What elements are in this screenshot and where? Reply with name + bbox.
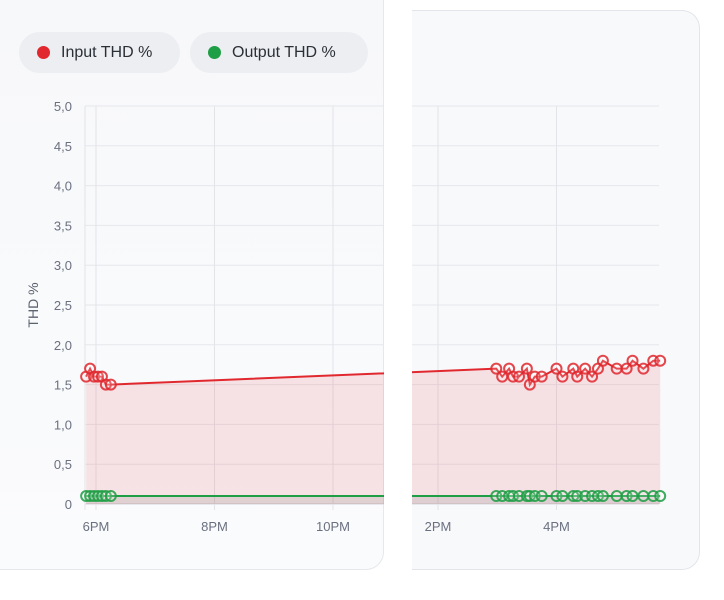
input-series-dot-icon	[37, 46, 50, 59]
y-tick-label: 0	[65, 497, 72, 512]
input-data-point	[490, 362, 503, 375]
y-axis-label: THD %	[25, 282, 41, 327]
input-data-point	[637, 362, 650, 375]
legend-item-output-thd[interactable]: Output THD %	[190, 32, 368, 73]
input-data-point	[535, 370, 548, 383]
input-data-point	[579, 362, 592, 375]
x-tick-label: 2PM	[425, 519, 452, 534]
output-series-dot-icon	[208, 46, 221, 59]
input-data-point	[596, 354, 609, 367]
y-tick-label: 1,5	[54, 378, 72, 393]
input-data-point	[610, 362, 623, 375]
output-data-point	[556, 490, 569, 503]
input-data-point	[586, 370, 599, 383]
input-data-point	[626, 354, 639, 367]
input-data-point	[104, 378, 117, 391]
y-tick-label: 0,5	[54, 457, 72, 472]
y-tick-label: 4,0	[54, 179, 72, 194]
input-data-point	[654, 354, 667, 367]
y-tick-label: 3,5	[54, 218, 72, 233]
input-area-fill	[86, 360, 661, 504]
input-data-point	[520, 362, 533, 375]
output-data-point	[95, 490, 108, 503]
output-data-point	[626, 490, 639, 503]
output-data-point	[535, 490, 548, 503]
legend-item-input-thd[interactable]: Input THD %	[19, 32, 180, 73]
panel-gap	[384, 0, 412, 600]
legend-label-output: Output THD %	[232, 43, 336, 61]
input-data-point	[91, 370, 104, 383]
output-data-point	[567, 490, 580, 503]
y-tick-label: 2,5	[54, 298, 72, 313]
input-data-point	[571, 370, 584, 383]
x-tick-label: 8PM	[201, 519, 228, 534]
y-tick-label: 2,0	[54, 338, 72, 353]
input-data-point	[512, 370, 525, 383]
input-data-point	[556, 370, 569, 383]
y-tick-label: 3,0	[54, 258, 72, 273]
chart-card-left	[0, 0, 384, 570]
x-tick-label: 4PM	[543, 519, 570, 534]
legend-label-input: Input THD %	[61, 43, 153, 61]
y-tick-label: 5,0	[54, 99, 72, 114]
output-data-point	[596, 490, 609, 503]
output-data-point	[637, 490, 650, 503]
y-tick-label: 4,5	[54, 139, 72, 154]
x-tick-label: 6PM	[83, 519, 110, 534]
input-data-point	[620, 362, 633, 375]
output-data-point	[654, 490, 667, 503]
y-tick-label: 1,0	[54, 417, 72, 432]
input-data-point	[550, 362, 563, 375]
output-data-point	[610, 490, 623, 503]
output-data-point	[104, 490, 117, 503]
x-tick-label: 10PM	[316, 519, 350, 534]
output-area-fill	[86, 496, 661, 504]
